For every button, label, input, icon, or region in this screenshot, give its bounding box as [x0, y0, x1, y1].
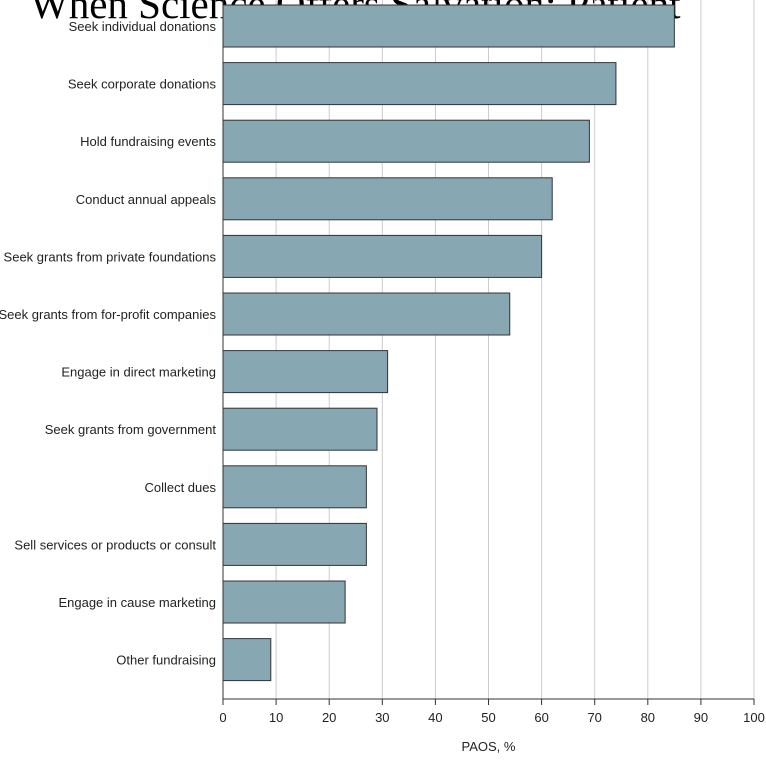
- bar: [222, 62, 617, 106]
- x-axis-label: PAOS, %: [462, 739, 516, 754]
- category-label: Other fundraising: [116, 653, 216, 668]
- category-label: Conduct annual appeals: [76, 192, 217, 207]
- tick-label: 100: [743, 710, 765, 725]
- tick-label: 60: [534, 710, 548, 725]
- tick-label: 90: [694, 710, 708, 725]
- gridlines: [275, 0, 755, 699]
- tick-label: 50: [481, 710, 495, 725]
- category-label: Seek individual donations: [69, 19, 217, 34]
- category-label: Seek corporate donations: [68, 77, 217, 92]
- category-label: Sell services or products or consult: [14, 537, 216, 552]
- category-label: Engage in cause marketing: [58, 595, 216, 610]
- category-label: Seek grants from government: [45, 422, 217, 437]
- category-labels: Seek individual donations Seek corporate …: [0, 19, 216, 668]
- bar: [222, 292, 511, 336]
- tick-label: 30: [375, 710, 389, 725]
- category-label: Seek grants from private foundations: [4, 249, 217, 264]
- tick-label: 70: [587, 710, 601, 725]
- category-label: Hold fundraising events: [80, 134, 216, 149]
- tick-label: 0: [219, 710, 226, 725]
- x-axis: 0 10 20 30 40 50 60 70 80 90 100: [219, 0, 765, 725]
- bar: [222, 350, 389, 394]
- bars: [222, 4, 675, 682]
- bar: [222, 580, 346, 624]
- bar: [222, 522, 367, 566]
- bar: [222, 234, 543, 278]
- bar: [222, 465, 367, 509]
- tick-label: 40: [428, 710, 442, 725]
- category-label: Collect dues: [144, 480, 216, 495]
- category-label: Engage in direct marketing: [61, 365, 216, 380]
- bar: [222, 638, 272, 682]
- bar: [222, 177, 553, 221]
- bar: [222, 4, 675, 48]
- bar: [222, 407, 378, 451]
- category-label: Seek grants from for-profit companies: [0, 307, 216, 322]
- bar: [222, 119, 590, 163]
- tick-label: 20: [322, 710, 336, 725]
- tick-label: 10: [269, 710, 283, 725]
- tick-label: 80: [641, 710, 655, 725]
